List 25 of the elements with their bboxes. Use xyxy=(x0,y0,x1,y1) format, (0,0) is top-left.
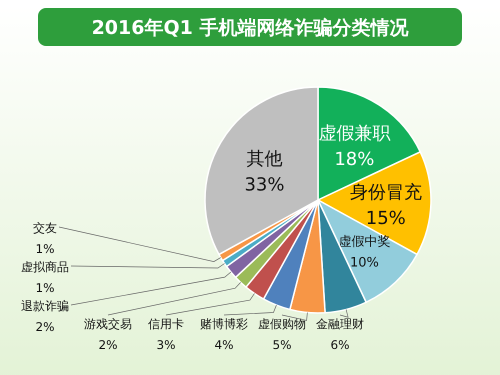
slice-label: 虚假兼职 xyxy=(318,122,390,144)
slice-label: 退款诈骗 xyxy=(21,299,69,313)
data-label: 2% xyxy=(35,320,55,334)
slice-label: 虚拟商品 xyxy=(21,260,69,274)
data-label: 6% xyxy=(330,338,350,352)
data-label: 3% xyxy=(156,338,176,352)
data-label: 33% xyxy=(244,174,285,196)
slice-label: 赌博博彩 xyxy=(200,317,248,331)
slice-label: 身份冒充 xyxy=(350,182,422,204)
slice-label: 交友 xyxy=(33,221,57,235)
data-label: 5% xyxy=(272,338,292,352)
data-label: 2% xyxy=(98,338,118,352)
slice-label: 其他 xyxy=(246,148,283,170)
slice-label: 虚假中奖 xyxy=(338,234,390,250)
chart-title: 2016年Q1 手机端网络诈骗分类情况 xyxy=(92,17,410,39)
slice-label: 虚假购物 xyxy=(258,317,306,331)
data-label: 1% xyxy=(35,281,55,295)
slice-label: 金融理财 xyxy=(316,317,364,331)
data-label: 4% xyxy=(214,338,234,352)
slice-label: 信用卡 xyxy=(148,317,184,331)
data-label: 1% xyxy=(35,242,55,256)
data-label: 10% xyxy=(350,255,379,270)
data-label: 18% xyxy=(334,148,374,170)
data-label: 15% xyxy=(366,208,406,230)
slice-label: 游戏交易 xyxy=(84,317,132,331)
